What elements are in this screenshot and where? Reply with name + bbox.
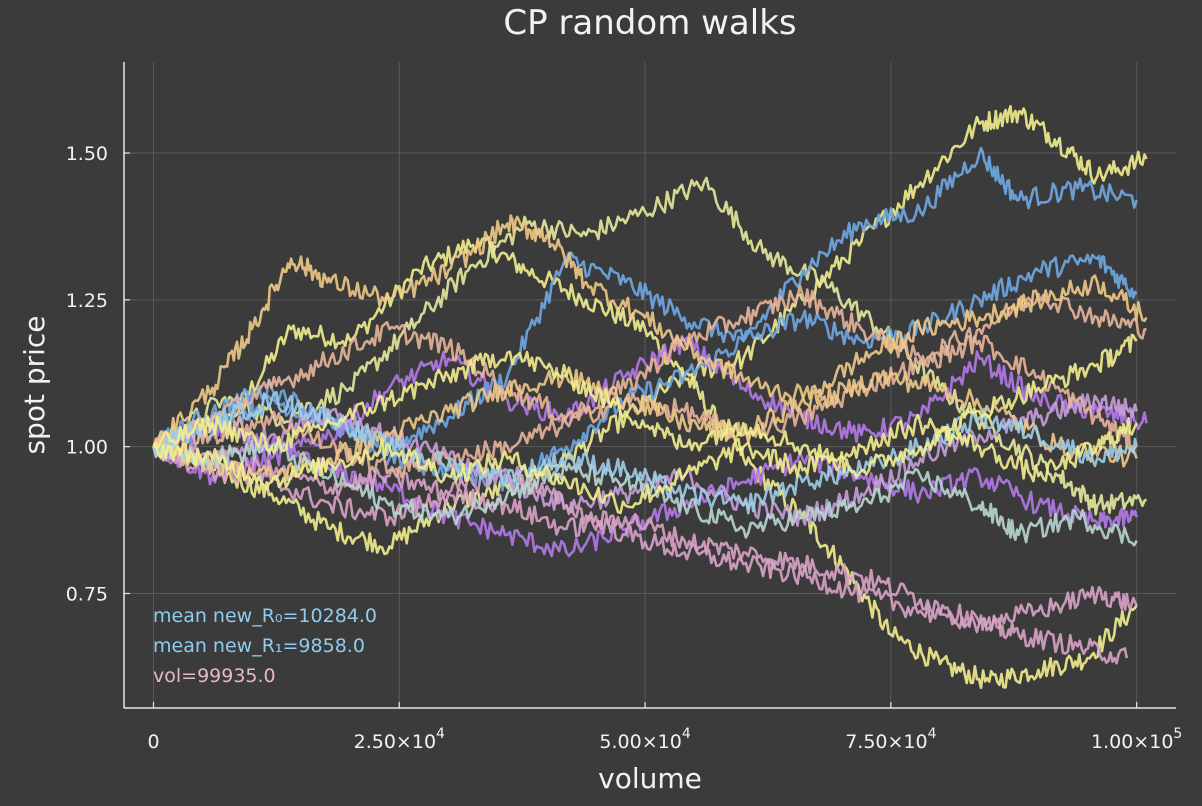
y-tick-label: 1.25 [66, 290, 108, 312]
x-tick-label: 0 [147, 731, 159, 753]
series-line-15 [152, 390, 1138, 515]
x-tick-label: 2.50×104 [354, 726, 445, 753]
y-axis-label: spot price [18, 315, 51, 454]
y-tick-label: 1.50 [66, 143, 108, 165]
series-line-12 [152, 214, 1138, 468]
series-line-6 [152, 418, 1138, 558]
chart-title: CP random walks [503, 3, 796, 43]
annotation-text: vol=99935.0 [153, 665, 276, 687]
y-tick-label: 1.00 [66, 437, 108, 459]
axes [123, 62, 1176, 709]
x-tick-label: 7.50×104 [845, 726, 936, 753]
x-tick-label: 1.00×105 [1091, 726, 1182, 753]
series-line-2 [152, 176, 1148, 516]
series-line-17 [152, 413, 1138, 515]
annotation-text: mean new_R₁=9858.0 [153, 635, 365, 657]
series-line-11 [152, 334, 1137, 479]
series-line-14 [152, 438, 1138, 547]
tick-marks: 0 2.50×104 5.00×104 7.50×104 1.00×105 0.75 1.0… [66, 143, 1183, 753]
y-tick-label: 0.75 [66, 583, 108, 605]
series-line-0 [152, 235, 1138, 690]
series-line-10 [152, 284, 1147, 455]
series-lines [152, 104, 1148, 690]
annotation-text: mean new_R₀=10284.0 [153, 605, 377, 627]
x-axis-label: volume [598, 762, 702, 795]
series-line-9 [152, 436, 1129, 665]
series-line-16 [153, 333, 1138, 478]
x-tick-label: 5.00×104 [599, 726, 690, 753]
